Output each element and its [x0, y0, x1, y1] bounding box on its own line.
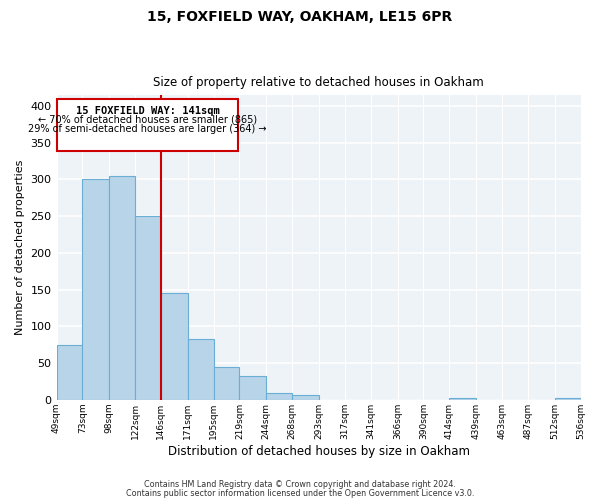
Text: 29% of semi-detached houses are larger (364) →: 29% of semi-detached houses are larger (…: [28, 124, 267, 134]
Bar: [292, 396, 319, 400]
Bar: [188, 339, 214, 400]
Bar: [214, 368, 239, 400]
Text: ← 70% of detached houses are smaller (865): ← 70% of detached houses are smaller (86…: [38, 114, 257, 124]
Title: Size of property relative to detached houses in Oakham: Size of property relative to detached ho…: [153, 76, 484, 90]
Bar: [161, 293, 188, 400]
Text: 15 FOXFIELD WAY: 141sqm: 15 FOXFIELD WAY: 141sqm: [76, 106, 220, 116]
Text: 15, FOXFIELD WAY, OAKHAM, LE15 6PR: 15, FOXFIELD WAY, OAKHAM, LE15 6PR: [148, 10, 452, 24]
Bar: [449, 398, 476, 400]
Y-axis label: Number of detached properties: Number of detached properties: [15, 160, 25, 335]
Bar: [554, 398, 581, 400]
Bar: [239, 376, 266, 400]
Bar: [135, 216, 161, 400]
Bar: [109, 176, 135, 400]
Text: Contains public sector information licensed under the Open Government Licence v3: Contains public sector information licen…: [126, 489, 474, 498]
FancyBboxPatch shape: [56, 98, 238, 152]
Text: Contains HM Land Registry data © Crown copyright and database right 2024.: Contains HM Land Registry data © Crown c…: [144, 480, 456, 489]
Bar: [56, 344, 82, 400]
Bar: [82, 180, 109, 400]
X-axis label: Distribution of detached houses by size in Oakham: Distribution of detached houses by size …: [167, 444, 470, 458]
Bar: [266, 393, 292, 400]
